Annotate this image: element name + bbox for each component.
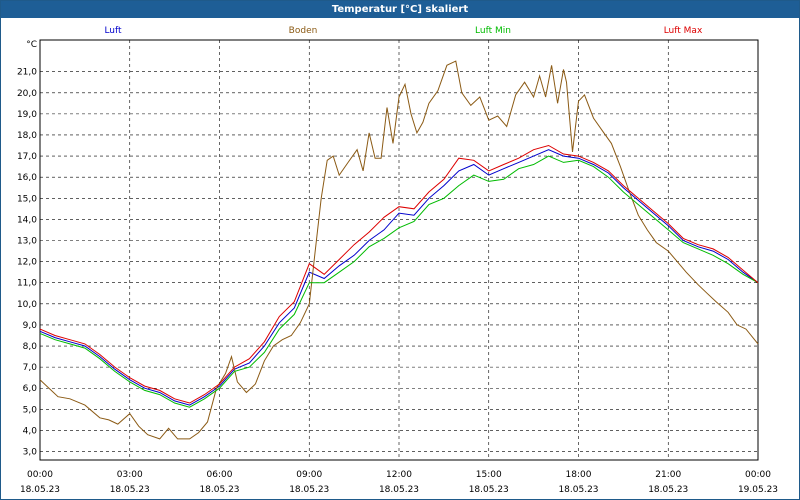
x-tick-date: 18.05.23	[199, 485, 239, 495]
x-tick-time: 21:00	[655, 470, 681, 480]
y-tick-label: 3,0	[23, 448, 38, 458]
series-line-luft	[39, 149, 759, 406]
series-lines	[39, 60, 759, 440]
series-line-boden	[39, 60, 759, 440]
y-tick-label: 16,0	[17, 173, 37, 183]
y-tick-label: 10,0	[17, 300, 37, 310]
y-tick-label: 17,0	[17, 152, 37, 162]
series-line-luft-min	[39, 155, 759, 408]
y-tick-label: 14,0	[17, 215, 37, 225]
y-axis: 3,0 4,0 5,0 6,0 7,0 8,0 9,0 10,0 11,0 12,0 13,0 14,…	[17, 40, 37, 458]
y-tick-label: 5,0	[23, 405, 38, 415]
x-tick-date: 18.05.23	[469, 485, 509, 495]
plot-area	[39, 39, 759, 461]
legend-entry: Boden	[289, 26, 318, 36]
x-tick-time: 03:00	[117, 470, 143, 480]
x-tick-date: 18.05.23	[379, 485, 419, 495]
x-tick-time: 18:00	[566, 470, 592, 480]
plot-border	[39, 39, 759, 461]
y-tick-label: 8,0	[23, 342, 38, 352]
legend: Luft Boden Luft Min Luft Max	[104, 26, 703, 36]
x-tick-time: 12:00	[386, 470, 412, 480]
x-tick-date: 18.05.23	[648, 485, 688, 495]
y-tick-label: 15,0	[17, 194, 37, 204]
y-tick-label: 6,0	[23, 384, 38, 394]
y-tick-label: 9,0	[23, 321, 38, 331]
x-tick-date: 18.05.23	[110, 485, 150, 495]
x-tick-time: 00:00	[27, 470, 53, 480]
x-tick-time: 06:00	[207, 470, 233, 480]
x-tick-time: 00:00	[745, 470, 771, 480]
y-tick-label: 18,0	[17, 131, 37, 141]
chart-title: Temperatur [°C] skaliert	[1, 1, 799, 18]
x-tick-date: 18.05.23	[558, 485, 598, 495]
y-tick-label: 21,0	[17, 68, 37, 78]
legend-entry: Luft Min	[475, 26, 511, 36]
y-tick-label: 11,0	[17, 279, 37, 289]
legend-entry: Luft	[104, 26, 122, 36]
grid-lines	[40, 40, 758, 460]
series-line-luft-max	[39, 144, 759, 404]
y-tick-label: 12,0	[17, 258, 37, 268]
x-tick-date: 18.05.23	[289, 485, 329, 495]
x-tick-date: 19.05.23	[738, 485, 778, 495]
y-tick-label: 7,0	[23, 363, 38, 373]
y-tick-label: 20,0	[17, 89, 37, 99]
x-tick-date: 18.05.23	[20, 485, 60, 495]
y-tick-label: 13,0	[17, 237, 37, 247]
legend-entry: Luft Max	[664, 26, 703, 36]
x-tick-time: 09:00	[296, 470, 322, 480]
y-tick-label: 19,0	[17, 110, 37, 120]
x-axis: 00:00 18.05.23 03:00 18.05.23 06:00 18.05.23 0…	[20, 470, 778, 495]
y-axis-label: °C	[26, 40, 37, 50]
x-tick-time: 15:00	[476, 470, 502, 480]
y-tick-label: 4,0	[23, 426, 38, 436]
